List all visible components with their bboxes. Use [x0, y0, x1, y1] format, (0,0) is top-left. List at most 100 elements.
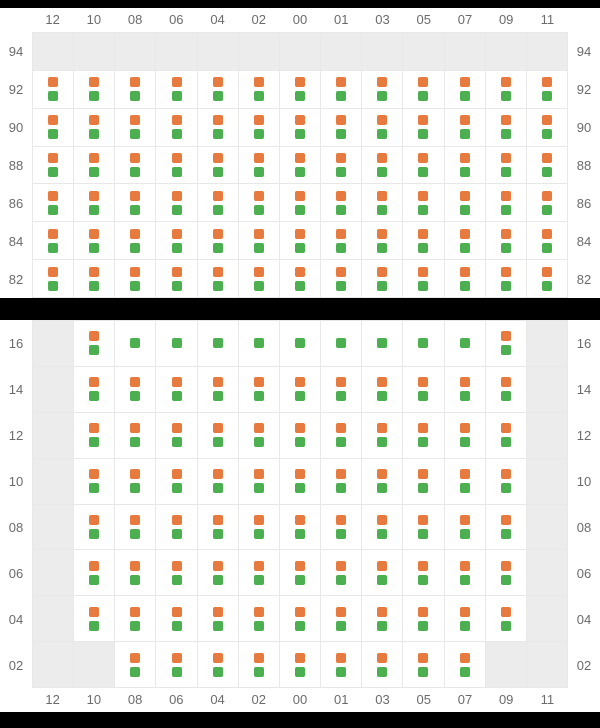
slot-cell[interactable]	[74, 367, 115, 413]
slot-cell[interactable]	[198, 147, 239, 185]
slot-cell[interactable]	[280, 260, 321, 298]
slot-cell[interactable]	[156, 550, 197, 596]
slot-cell[interactable]	[239, 413, 280, 459]
slot-cell[interactable]	[156, 505, 197, 551]
slot-cell[interactable]	[33, 33, 74, 71]
slot-cell[interactable]	[445, 260, 486, 298]
slot-cell[interactable]	[527, 147, 568, 185]
slot-cell[interactable]	[321, 505, 362, 551]
slot-cell[interactable]	[280, 505, 321, 551]
slot-cell[interactable]	[33, 505, 74, 551]
slot-cell[interactable]	[156, 642, 197, 688]
slot-cell[interactable]	[33, 413, 74, 459]
slot-cell[interactable]	[33, 184, 74, 222]
slot-cell[interactable]	[115, 505, 156, 551]
slot-cell[interactable]	[486, 642, 527, 688]
slot-cell[interactable]	[362, 367, 403, 413]
slot-cell[interactable]	[486, 109, 527, 147]
slot-cell[interactable]	[321, 109, 362, 147]
slot-cell[interactable]	[486, 505, 527, 551]
slot-cell[interactable]	[115, 33, 156, 71]
slot-cell[interactable]	[445, 184, 486, 222]
slot-cell[interactable]	[403, 33, 444, 71]
slot-cell[interactable]	[156, 147, 197, 185]
slot-cell[interactable]	[239, 222, 280, 260]
slot-cell[interactable]	[403, 367, 444, 413]
slot-cell[interactable]	[74, 147, 115, 185]
slot-cell[interactable]	[156, 321, 197, 367]
slot-cell[interactable]	[486, 147, 527, 185]
slot-cell[interactable]	[74, 222, 115, 260]
slot-cell[interactable]	[156, 33, 197, 71]
slot-cell[interactable]	[321, 71, 362, 109]
slot-cell[interactable]	[74, 184, 115, 222]
slot-cell[interactable]	[527, 596, 568, 642]
slot-cell[interactable]	[156, 413, 197, 459]
slot-cell[interactable]	[445, 642, 486, 688]
slot-cell[interactable]	[74, 33, 115, 71]
slot-cell[interactable]	[321, 260, 362, 298]
slot-cell[interactable]	[403, 505, 444, 551]
slot-cell[interactable]	[198, 596, 239, 642]
slot-cell[interactable]	[527, 321, 568, 367]
slot-cell[interactable]	[74, 109, 115, 147]
slot-cell[interactable]	[239, 505, 280, 551]
slot-cell[interactable]	[403, 184, 444, 222]
slot-cell[interactable]	[527, 367, 568, 413]
slot-cell[interactable]	[321, 184, 362, 222]
slot-cell[interactable]	[445, 550, 486, 596]
slot-cell[interactable]	[445, 222, 486, 260]
slot-cell[interactable]	[115, 321, 156, 367]
slot-cell[interactable]	[239, 147, 280, 185]
slot-cell[interactable]	[115, 222, 156, 260]
slot-cell[interactable]	[362, 222, 403, 260]
slot-cell[interactable]	[403, 109, 444, 147]
slot-cell[interactable]	[156, 459, 197, 505]
slot-cell[interactable]	[321, 33, 362, 71]
slot-cell[interactable]	[239, 367, 280, 413]
slot-cell[interactable]	[74, 260, 115, 298]
slot-cell[interactable]	[527, 550, 568, 596]
slot-cell[interactable]	[362, 109, 403, 147]
slot-cell[interactable]	[486, 260, 527, 298]
slot-cell[interactable]	[74, 550, 115, 596]
slot-cell[interactable]	[280, 596, 321, 642]
slot-cell[interactable]	[321, 367, 362, 413]
slot-cell[interactable]	[403, 642, 444, 688]
slot-cell[interactable]	[486, 222, 527, 260]
slot-cell[interactable]	[33, 147, 74, 185]
slot-cell[interactable]	[239, 642, 280, 688]
slot-cell[interactable]	[156, 109, 197, 147]
slot-cell[interactable]	[198, 184, 239, 222]
slot-cell[interactable]	[198, 321, 239, 367]
slot-cell[interactable]	[527, 33, 568, 71]
slot-cell[interactable]	[527, 505, 568, 551]
slot-cell[interactable]	[362, 184, 403, 222]
slot-cell[interactable]	[527, 459, 568, 505]
slot-cell[interactable]	[239, 550, 280, 596]
slot-cell[interactable]	[280, 321, 321, 367]
slot-cell[interactable]	[33, 321, 74, 367]
slot-cell[interactable]	[280, 184, 321, 222]
slot-cell[interactable]	[486, 367, 527, 413]
slot-cell[interactable]	[403, 260, 444, 298]
slot-cell[interactable]	[321, 413, 362, 459]
slot-cell[interactable]	[198, 550, 239, 596]
slot-cell[interactable]	[74, 505, 115, 551]
slot-cell[interactable]	[74, 321, 115, 367]
slot-cell[interactable]	[198, 71, 239, 109]
slot-cell[interactable]	[486, 459, 527, 505]
slot-cell[interactable]	[445, 459, 486, 505]
slot-cell[interactable]	[362, 321, 403, 367]
slot-cell[interactable]	[280, 33, 321, 71]
slot-cell[interactable]	[115, 550, 156, 596]
slot-cell[interactable]	[239, 260, 280, 298]
slot-cell[interactable]	[321, 147, 362, 185]
slot-cell[interactable]	[321, 550, 362, 596]
slot-cell[interactable]	[362, 505, 403, 551]
slot-cell[interactable]	[115, 596, 156, 642]
slot-cell[interactable]	[445, 413, 486, 459]
slot-cell[interactable]	[198, 260, 239, 298]
slot-cell[interactable]	[362, 413, 403, 459]
slot-cell[interactable]	[33, 550, 74, 596]
